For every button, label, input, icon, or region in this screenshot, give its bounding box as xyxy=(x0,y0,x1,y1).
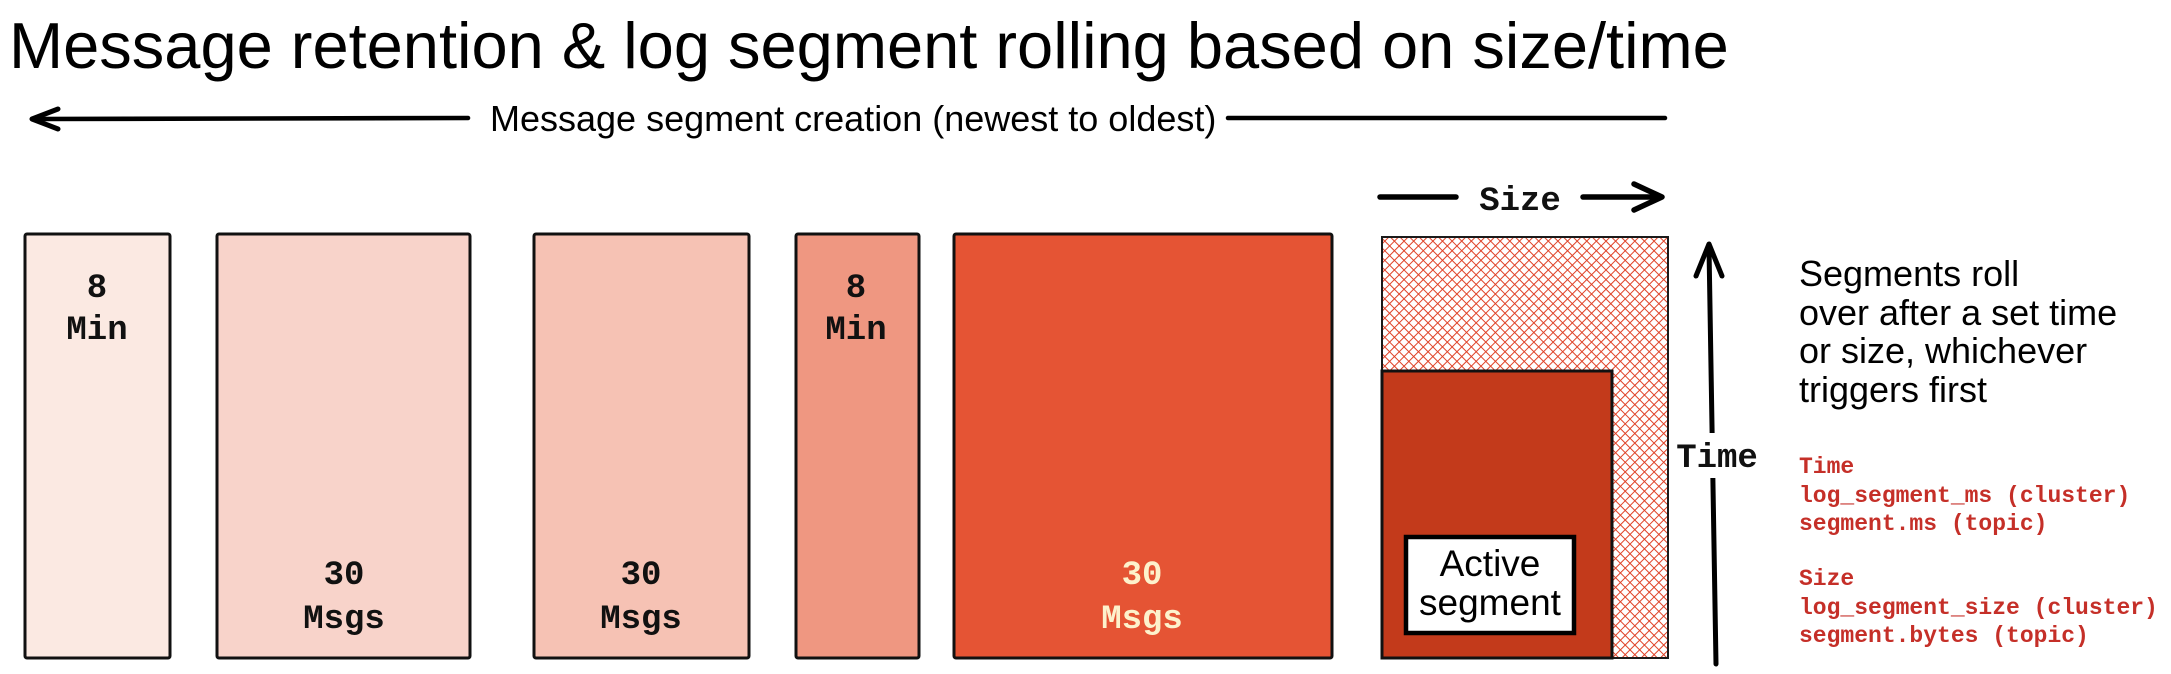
svg-text:Segments roll: Segments roll xyxy=(1799,253,2019,294)
svg-text:30: 30 xyxy=(1122,557,1163,595)
svg-text:Active: Active xyxy=(1440,543,1541,584)
svg-text:segment.bytes (topic): segment.bytes (topic) xyxy=(1799,623,2089,649)
svg-text:30: 30 xyxy=(621,557,662,595)
svg-text:Time: Time xyxy=(1799,454,1854,480)
svg-text:log_segment_size (cluster): log_segment_size (cluster) xyxy=(1799,595,2158,621)
svg-text:or size, whichever: or size, whichever xyxy=(1799,330,2087,371)
svg-text:Min: Min xyxy=(66,312,127,350)
svg-text:segment.ms (topic): segment.ms (topic) xyxy=(1799,511,2047,537)
svg-text:Msgs: Msgs xyxy=(600,601,682,639)
svg-text:over after a set time: over after a set time xyxy=(1799,292,2117,333)
svg-text:30: 30 xyxy=(324,557,365,595)
svg-text:Size: Size xyxy=(1799,566,1854,592)
svg-text:Message retention & log segmen: Message retention & log segment rolling … xyxy=(9,9,1729,82)
svg-text:Message segment creation (newe: Message segment creation (newest to olde… xyxy=(490,98,1216,139)
svg-text:log_segment_ms (cluster): log_segment_ms (cluster) xyxy=(1799,483,2130,509)
svg-text:Min: Min xyxy=(825,312,886,350)
svg-text:8: 8 xyxy=(87,270,107,308)
svg-text:triggers first: triggers first xyxy=(1799,369,1987,410)
svg-text:8: 8 xyxy=(846,270,866,308)
svg-text:Size: Size xyxy=(1479,183,1561,221)
svg-text:Msgs: Msgs xyxy=(1101,601,1183,639)
svg-text:segment: segment xyxy=(1419,582,1562,623)
svg-text:Time: Time xyxy=(1676,440,1758,478)
svg-text:Msgs: Msgs xyxy=(303,601,385,639)
